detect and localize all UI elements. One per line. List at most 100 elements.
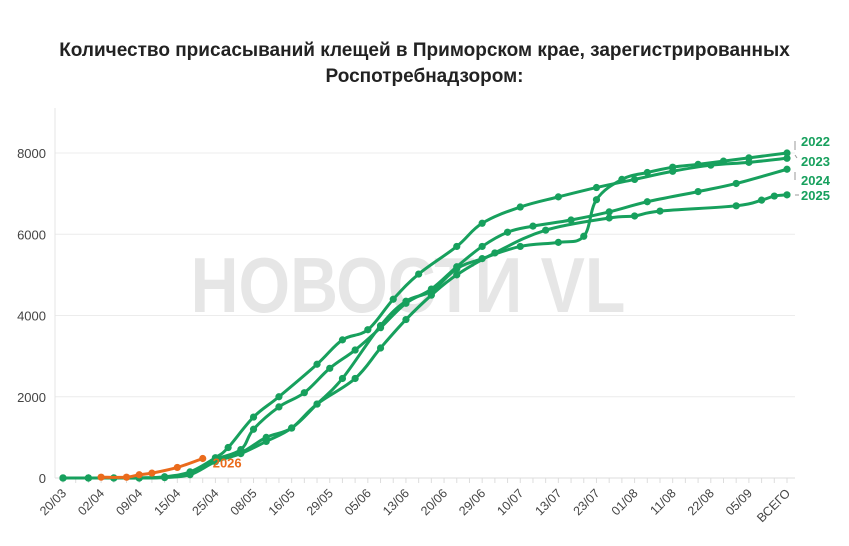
series-label-2022: 2022 [801, 134, 830, 149]
data-point-2025 [630, 212, 639, 220]
data-point-2023 [783, 154, 791, 162]
y-tick-label: 0 [39, 471, 46, 486]
data-point-2023 [630, 175, 639, 184]
x-tick-label: 15/04 [151, 486, 183, 518]
data-point-2024 [503, 228, 512, 236]
data-point-2025 [453, 271, 461, 279]
data-point-2022 [783, 149, 791, 157]
data-point-2023 [389, 295, 397, 303]
data-point-2024 [478, 242, 486, 251]
data-point-2025 [186, 471, 194, 479]
data-point-2025 [288, 424, 296, 432]
chart-title-line2: Роспотребнадзором: [325, 66, 524, 87]
data-point-2024 [783, 165, 791, 173]
x-tick-label: 11/08 [647, 486, 678, 517]
y-tick-label: 2000 [17, 390, 46, 405]
x-tick-label: 05/06 [342, 486, 374, 518]
data-point-2025 [732, 202, 740, 210]
data-point-2023 [275, 393, 283, 401]
data-point-2025 [427, 291, 435, 299]
y-tick-label: 8000 [17, 146, 46, 161]
x-tick-label: 22/08 [685, 486, 717, 518]
data-point-2024 [249, 425, 258, 433]
data-point-2024 [300, 389, 308, 397]
data-point-2022 [338, 374, 347, 383]
data-point-2025 [783, 191, 791, 199]
data-point-2026 [148, 469, 156, 477]
data-point-2023 [224, 443, 232, 452]
x-tick-label: 16/05 [266, 486, 298, 518]
chart-title-line1: Количество присасываний клещей в Приморс… [59, 40, 790, 61]
x-tick-label: 25/04 [190, 486, 222, 518]
x-tick-label: 13/07 [532, 486, 564, 518]
data-point-2024 [694, 187, 702, 196]
data-point-2024 [605, 208, 613, 216]
series-line-2025 [63, 193, 788, 480]
data-point-2025 [491, 249, 499, 257]
data-point-2025 [59, 474, 67, 482]
data-point-2024 [567, 216, 575, 224]
x-tick-label: 05/09 [723, 486, 755, 518]
data-point-2022 [580, 232, 588, 240]
data-point-2025 [605, 214, 613, 222]
x-tick-label: ВСЕГО [754, 486, 793, 525]
data-point-2026 [199, 454, 207, 463]
data-point-2024 [643, 198, 651, 206]
series-label-2023: 2023 [801, 154, 830, 169]
data-point-2023 [516, 203, 524, 211]
data-point-2023 [338, 336, 347, 344]
data-point-2025 [237, 450, 245, 458]
x-tick-label: 29/06 [456, 486, 488, 518]
data-point-2024 [732, 179, 740, 188]
data-point-2024 [427, 285, 435, 293]
x-tick-label: 09/04 [113, 486, 145, 518]
x-tick-label: 08/05 [228, 486, 260, 518]
chart-title: Количество присасываний клещей в Приморс… [0, 38, 849, 90]
data-point-2022 [643, 168, 651, 177]
data-point-2022 [554, 238, 562, 246]
data-point-2024 [376, 324, 385, 332]
data-point-2023 [745, 158, 753, 166]
x-tick-label: 20/03 [37, 486, 69, 518]
data-point-2024 [402, 299, 410, 307]
x-tick-label: 20/06 [418, 486, 450, 518]
x-tick-label: 29/05 [304, 486, 336, 518]
data-point-2023 [478, 219, 486, 227]
data-point-2023 [669, 167, 677, 175]
series-label-2025: 2025 [801, 188, 830, 203]
data-point-2023 [313, 360, 321, 368]
data-point-2026 [135, 471, 143, 479]
x-tick-label: 23/07 [571, 486, 603, 518]
data-point-2025 [161, 473, 169, 482]
data-point-2023 [707, 161, 715, 169]
data-point-2025 [757, 196, 766, 204]
label-connector [794, 154, 798, 159]
data-point-2025 [770, 192, 778, 200]
data-point-2024 [351, 346, 359, 354]
data-point-2023 [415, 270, 423, 278]
data-point-2022 [592, 196, 601, 204]
data-point-2022 [516, 242, 524, 251]
x-tick-label: 13/06 [380, 486, 412, 518]
data-point-2025 [402, 315, 410, 324]
data-point-2026 [97, 473, 105, 481]
data-point-2025 [84, 474, 93, 482]
data-point-2023 [249, 413, 258, 421]
x-tick-label: 02/04 [75, 486, 107, 518]
y-tick-label: 6000 [17, 227, 46, 242]
x-tick-label: 10/07 [494, 486, 526, 518]
data-point-2024 [275, 403, 283, 411]
data-point-2025 [542, 226, 550, 234]
data-point-2023 [453, 242, 461, 251]
data-point-2023 [592, 183, 601, 192]
series-label-2024: 2024 [801, 173, 831, 188]
data-point-2023 [554, 193, 562, 201]
data-point-2024 [453, 263, 461, 271]
data-point-2023 [364, 326, 372, 334]
data-point-2024 [529, 222, 537, 230]
data-point-2025 [351, 374, 359, 383]
data-point-2025 [656, 207, 664, 215]
data-point-2025 [262, 437, 270, 446]
series-label-2026: 2026 [213, 456, 242, 471]
